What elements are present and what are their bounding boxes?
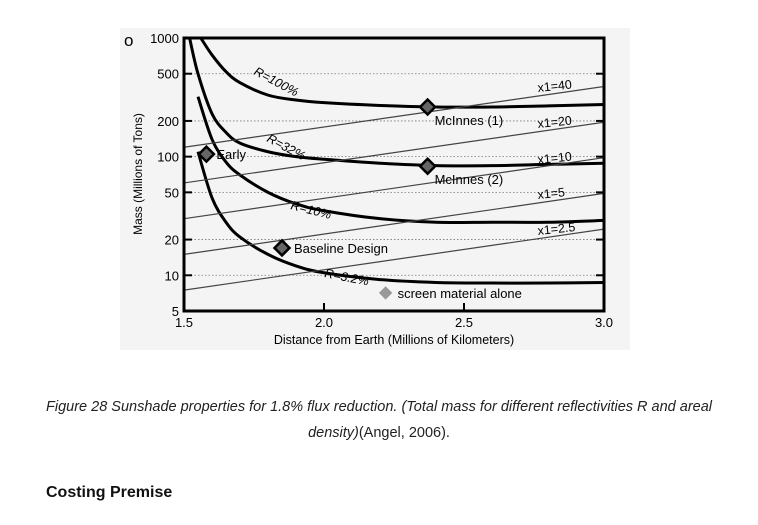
sunshade-figure: R=100% R=32% R=10% R=3.2% x1=40 x1=20 x1=10 x1=… [120, 28, 630, 350]
y-tick-label: 100 [157, 150, 179, 165]
design-point-marker [197, 144, 216, 164]
density-line-label: x1=5 [537, 185, 566, 202]
y-tick-label: 1000 [150, 31, 179, 46]
series-line [199, 38, 604, 109]
design-point-label: McInnes (2) [435, 172, 504, 187]
design-point-marker [418, 97, 437, 117]
design-point-label: screen material alone [398, 286, 522, 301]
series-line [188, 38, 604, 168]
series-line [184, 228, 604, 291]
y-tick-label: 20 [165, 233, 179, 248]
series-line [184, 85, 604, 148]
density-line-label: x1=40 [537, 77, 573, 95]
caption-citation: (Angel, 2006). [358, 425, 450, 441]
corner-glyph: o [124, 31, 133, 50]
figure-caption: Figure 28 Sunshade properties for 1.8% f… [30, 394, 728, 446]
design-point-label: Early [216, 147, 246, 162]
design-point-marker [272, 238, 292, 258]
series-line [184, 157, 604, 220]
density-line-label: x1=10 [537, 149, 573, 167]
chart-background [120, 28, 630, 350]
series-line [196, 151, 604, 285]
density-line-label: x1=2.5 [537, 220, 576, 238]
x-tick-label: 3.0 [595, 315, 613, 330]
y-tick-label: 500 [157, 67, 179, 82]
x-axis-label: Distance from Earth (Millions of Kilomet… [274, 333, 514, 347]
plot-frame [182, 36, 606, 313]
y-axis-label: Mass (Millions of Tons) [131, 113, 145, 235]
design-point-label: Baseline Design [294, 241, 388, 256]
x-tick-label: 1.5 [175, 315, 193, 330]
design-point-label: McInnes (1) [435, 113, 504, 128]
y-tick-label: 50 [165, 185, 179, 200]
design-point-marker [378, 286, 393, 300]
series-line [184, 192, 604, 255]
density-line-label: x1=20 [537, 113, 573, 131]
design-point-marker [418, 156, 437, 176]
section-heading: Costing Premise [46, 484, 173, 501]
caption-text: Figure 28 Sunshade properties for 1.8% f… [46, 399, 712, 441]
y-tick-label: 200 [157, 114, 179, 129]
x-tick-label: 2.5 [455, 315, 473, 330]
y-tick-label: 5 [172, 304, 179, 319]
series-line [196, 96, 604, 224]
series-line [184, 121, 604, 184]
x-tick-label: 2.0 [315, 315, 333, 330]
y-tick-label: 10 [165, 268, 179, 283]
chart-svg: R=100%R=32%R=10%R=3.2%x1=40x1=20x1=10x1=… [120, 28, 630, 350]
